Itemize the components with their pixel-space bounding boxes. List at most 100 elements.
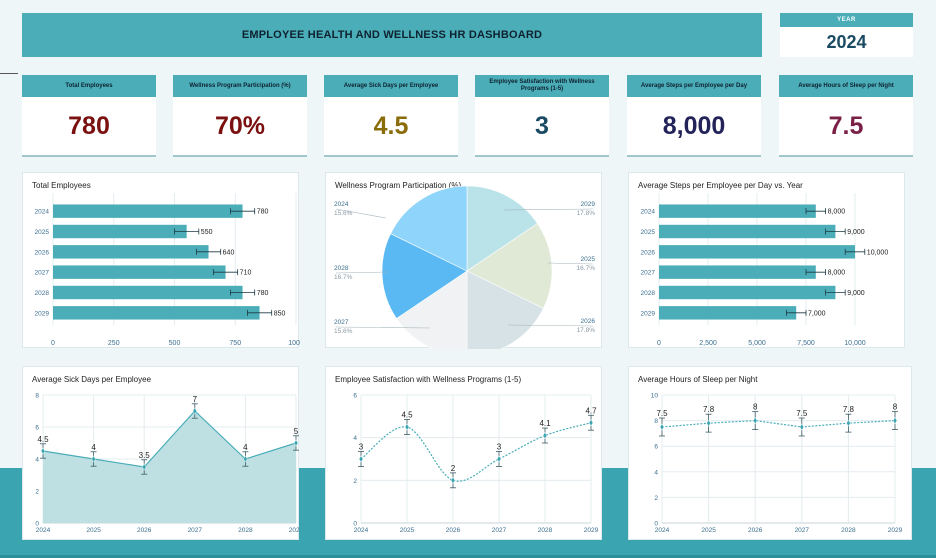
data-point: [358, 455, 364, 463]
y-tick-label: 6: [654, 444, 658, 451]
bar: [659, 245, 855, 259]
data-label: 4.1: [539, 419, 551, 428]
series-line: [360, 422, 592, 482]
pie-category-label: 2026: [581, 318, 596, 325]
series-line: [661, 419, 896, 428]
y-tick-label: 4: [353, 435, 357, 442]
data-point: [450, 476, 456, 484]
chart-total-employees: Total Employees 0 250 500 750 1000 2024 780 202…: [22, 172, 300, 348]
data-label: 4.7: [585, 406, 597, 415]
data-point: [142, 463, 147, 471]
data-point: [293, 439, 299, 447]
data-label: 780: [257, 209, 269, 216]
chart-title: Average Sick Days per Employee: [32, 375, 152, 384]
year-selector[interactable]: YEAR 2024: [780, 13, 913, 57]
y-tick-label: 2024: [641, 209, 656, 216]
y-tick-label: 2028: [641, 290, 656, 297]
pie-slice: [466, 185, 538, 272]
y-tick-label: 2: [35, 489, 39, 496]
leader-line: [335, 271, 389, 274]
pie-category-label: 2024: [334, 201, 349, 208]
pie-category-label: 2025: [581, 256, 596, 263]
data-label: 7.5: [656, 409, 668, 418]
data-label: 7: [193, 395, 198, 404]
kpi-value: 4.5: [373, 111, 409, 140]
kpi-label: Employee Satisfaction with Wellness Prog…: [475, 75, 609, 97]
data-label: 4.5: [401, 411, 413, 420]
x-tick-label: 2027: [795, 527, 810, 534]
x-tick-label: 2026: [137, 527, 152, 534]
leader-line: [335, 326, 431, 329]
y-tick-label: 2: [353, 478, 357, 485]
pie-percent-label: 16.7%: [334, 274, 353, 281]
pie-slice: [381, 233, 468, 319]
y-tick-label: 4: [35, 457, 39, 464]
y-tick-label: 2: [654, 495, 658, 502]
y-tick-label: 8: [35, 393, 39, 400]
y-tick-label: 2026: [641, 249, 656, 256]
x-tick-label: 2024: [36, 527, 51, 534]
y-tick-label: 2028: [35, 290, 50, 297]
year-value: 2024: [826, 31, 867, 52]
bar: [53, 204, 243, 218]
y-tick-label: 4: [654, 469, 658, 476]
data-label: 4: [91, 443, 96, 452]
bar: [53, 224, 187, 239]
data-label: 8,000: [828, 209, 846, 216]
data-label: 8: [753, 403, 758, 412]
bar: [659, 224, 836, 239]
pie-percent-label: 16.7%: [577, 265, 596, 272]
y-tick-label: 2025: [641, 229, 656, 236]
kpi-value: 3: [535, 111, 549, 140]
x-tick-label: 0: [51, 340, 55, 347]
wellness-participation-plot: 2024 15.6% 2025 16.7% 2026 17.8% 2027 15.6% 2028…: [334, 185, 596, 349]
data-point: [496, 455, 502, 463]
data-point: [404, 423, 410, 431]
divider: [0, 73, 18, 74]
pie-slice: [390, 185, 468, 272]
data-label: 7.8: [703, 405, 715, 414]
x-tick-label: 250: [108, 340, 120, 347]
data-label: 7,000: [808, 310, 826, 317]
x-tick-label: 500: [169, 340, 181, 347]
data-label: 9,000: [847, 290, 865, 297]
x-tick-label: 2029: [888, 527, 903, 534]
y-tick-label: 2024: [35, 209, 50, 216]
pie-category-label: 2028: [334, 265, 349, 272]
x-tick-label: 2,500: [699, 340, 717, 347]
kpi-sick-days: Average Sick Days per Employee 4.5: [324, 75, 458, 157]
data-label: 5: [294, 427, 299, 436]
x-tick-label: 10,000: [844, 340, 866, 347]
kpi-sleep-hours: Average Hours of Sleep per Night 7.5: [779, 75, 913, 157]
pie-percent-label: 17.8%: [577, 327, 596, 334]
kpi-average-steps: Average Steps per Employee per Day 8,000: [627, 75, 761, 157]
background-band-shade: [0, 555, 936, 558]
kpi-label: Average Sick Days per Employee: [324, 75, 458, 97]
y-tick-label: 0: [654, 521, 658, 528]
chart-satisfaction: Employee Satisfaction with Wellness Prog…: [325, 366, 602, 540]
total-employees-plot: 0 250 500 750 1000 2024 780 2025 550 2026 640 2027 7…: [35, 193, 300, 347]
data-point: [659, 423, 665, 431]
x-tick-label: 2028: [841, 527, 856, 534]
x-tick-label: 2026: [748, 527, 763, 534]
satisfaction-plot: 0 2 4 6 2024 2025 2026 2027 2028 2029 3 4.5 2 3 4.1 4.7: [353, 393, 598, 535]
sick-days-plot: 0 2 4 6 8 2024 2025 2026 2027 2028 2029 4.5 4 3.5 7 4 5: [35, 393, 300, 535]
year-label: YEAR: [780, 13, 913, 27]
data-label: 8: [893, 403, 898, 412]
bar: [53, 265, 226, 279]
x-tick-label: 750: [229, 340, 241, 347]
chart-title: Employee Satisfaction with Wellness Prog…: [335, 375, 522, 384]
bar: [659, 285, 836, 300]
data-label: 7.5: [796, 409, 808, 418]
data-label: 2: [451, 464, 456, 473]
data-point: [799, 423, 804, 431]
chart-sleep-hours: Average Hours of Sleep per Night 0 2 4 6 8 10…: [628, 366, 912, 540]
x-tick-label: 7,500: [797, 340, 815, 347]
x-tick-label: 2024: [655, 527, 670, 534]
data-label: 8,000: [828, 270, 846, 277]
chart-sick-days: Average Sick Days per Employee 0 2 4 6 8 2024…: [22, 366, 300, 540]
y-tick-label: 0: [35, 521, 39, 528]
x-tick-label: 2025: [701, 527, 716, 534]
data-point: [243, 455, 248, 463]
